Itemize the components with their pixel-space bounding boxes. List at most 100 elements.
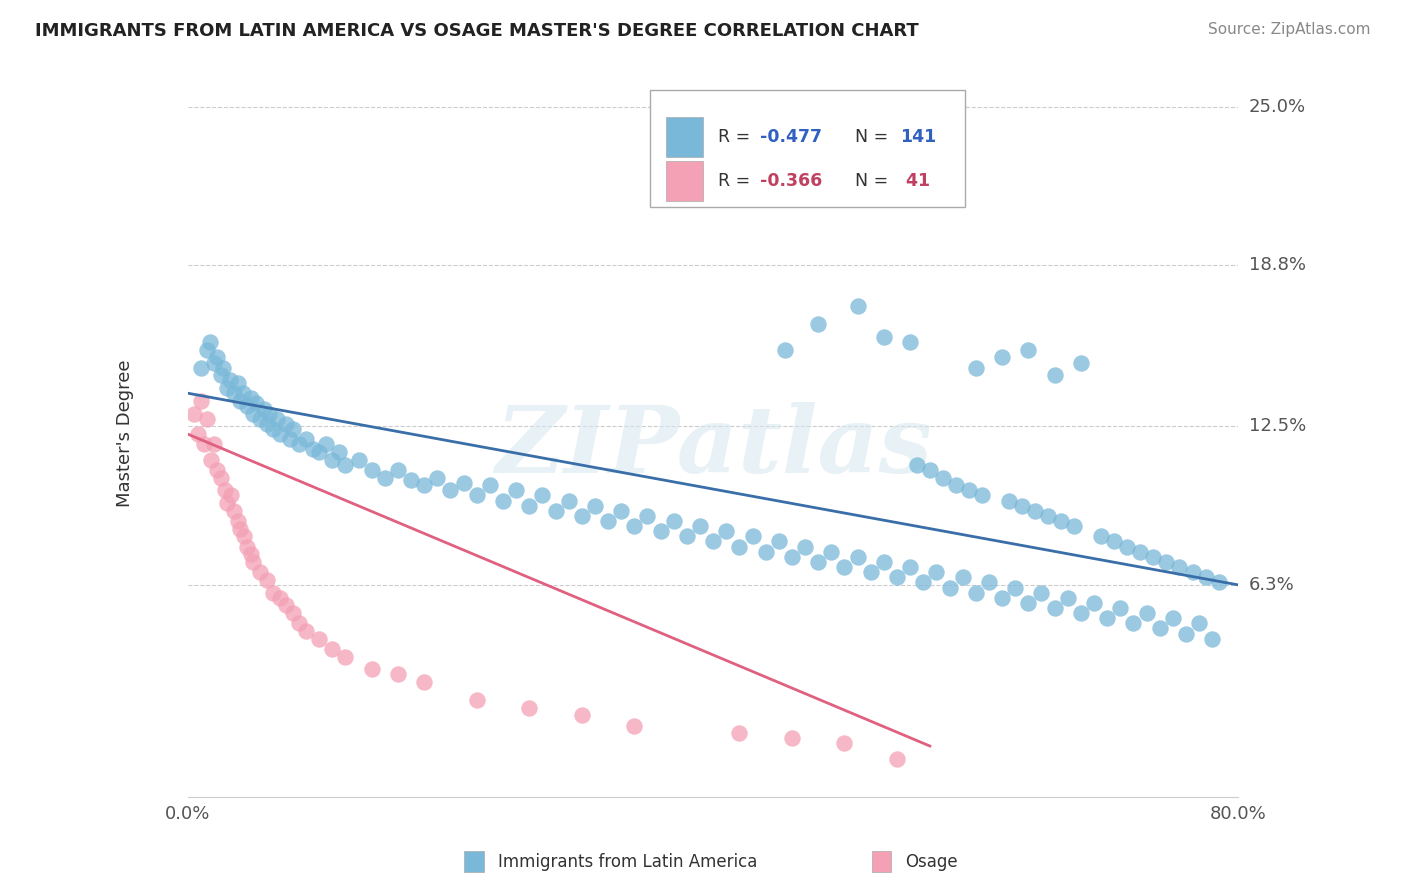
- Point: [1056, 591, 1078, 605]
- Point: [834, 560, 856, 574]
- Point: [945, 478, 967, 492]
- Point: [197, 343, 219, 357]
- Point: [245, 396, 267, 410]
- Point: [387, 463, 409, 477]
- Point: [360, 463, 382, 477]
- Text: -0.366: -0.366: [761, 172, 823, 190]
- Point: [193, 437, 215, 451]
- Text: Immigrants from Latin America: Immigrants from Latin America: [498, 853, 756, 871]
- Bar: [666, 161, 703, 202]
- Point: [1188, 616, 1211, 631]
- Point: [249, 411, 271, 425]
- Point: [1031, 585, 1053, 599]
- Text: -0.477: -0.477: [761, 128, 823, 146]
- Text: 6.3%: 6.3%: [1249, 576, 1295, 594]
- Point: [794, 540, 817, 554]
- FancyBboxPatch shape: [650, 90, 966, 207]
- Point: [952, 570, 974, 584]
- Point: [239, 392, 262, 406]
- Point: [650, 524, 672, 539]
- Point: [1063, 519, 1085, 533]
- Point: [262, 422, 284, 436]
- Point: [1017, 343, 1039, 357]
- Point: [859, 565, 882, 579]
- Point: [775, 343, 797, 357]
- Point: [465, 693, 488, 707]
- Point: [276, 599, 298, 613]
- Point: [1201, 632, 1223, 646]
- Text: IMMIGRANTS FROM LATIN AMERICA VS OSAGE MASTER'S DEGREE CORRELATION CHART: IMMIGRANTS FROM LATIN AMERICA VS OSAGE M…: [35, 22, 920, 40]
- Point: [249, 565, 271, 579]
- Text: Osage: Osage: [905, 853, 957, 871]
- Point: [716, 524, 738, 539]
- Point: [1129, 545, 1152, 559]
- Point: [214, 483, 236, 498]
- Point: [197, 411, 219, 425]
- Point: [965, 360, 987, 375]
- Point: [328, 445, 350, 459]
- Text: 41: 41: [900, 172, 931, 190]
- Point: [932, 470, 955, 484]
- Point: [898, 560, 921, 574]
- Point: [218, 373, 240, 387]
- Point: [873, 555, 896, 569]
- Point: [205, 463, 228, 477]
- Text: Source: ZipAtlas.com: Source: ZipAtlas.com: [1208, 22, 1371, 37]
- Point: [387, 667, 409, 681]
- Point: [1017, 596, 1039, 610]
- Point: [256, 417, 278, 431]
- Point: [295, 624, 318, 638]
- Point: [278, 432, 301, 446]
- Point: [1135, 606, 1157, 620]
- Point: [1115, 540, 1137, 554]
- Point: [308, 445, 330, 459]
- Point: [1043, 601, 1066, 615]
- Point: [596, 514, 619, 528]
- Point: [505, 483, 527, 498]
- Point: [1083, 596, 1105, 610]
- Point: [217, 496, 239, 510]
- Text: 25.0%: 25.0%: [1249, 98, 1306, 116]
- Point: [229, 393, 252, 408]
- Point: [360, 662, 382, 676]
- Point: [991, 351, 1014, 365]
- Point: [190, 393, 212, 408]
- Point: [1142, 549, 1164, 564]
- Point: [846, 299, 869, 313]
- Point: [233, 529, 256, 543]
- Point: [347, 452, 370, 467]
- Point: [925, 565, 948, 579]
- Point: [232, 386, 254, 401]
- Point: [1004, 581, 1026, 595]
- Point: [531, 488, 554, 502]
- Point: [886, 752, 908, 766]
- Point: [1168, 560, 1191, 574]
- Point: [571, 708, 593, 723]
- Point: [187, 427, 209, 442]
- Point: [239, 547, 262, 561]
- Point: [253, 401, 276, 416]
- Point: [676, 529, 699, 543]
- Text: Master's Degree: Master's Degree: [115, 359, 134, 507]
- Point: [1109, 601, 1132, 615]
- Point: [834, 736, 856, 750]
- Point: [1050, 514, 1073, 528]
- Point: [1043, 368, 1066, 383]
- Point: [1181, 565, 1204, 579]
- Text: N =: N =: [855, 172, 894, 190]
- Point: [335, 649, 357, 664]
- Point: [1011, 499, 1033, 513]
- Point: [728, 726, 751, 740]
- Point: [1208, 575, 1230, 590]
- Point: [308, 632, 330, 646]
- Text: ZIPatlas: ZIPatlas: [495, 402, 932, 492]
- Text: 18.8%: 18.8%: [1249, 256, 1306, 275]
- Point: [741, 529, 763, 543]
- Point: [1095, 611, 1118, 625]
- Point: [637, 508, 659, 523]
- Point: [426, 470, 449, 484]
- Point: [222, 386, 245, 401]
- Point: [242, 407, 264, 421]
- Point: [898, 334, 921, 349]
- Point: [662, 514, 685, 528]
